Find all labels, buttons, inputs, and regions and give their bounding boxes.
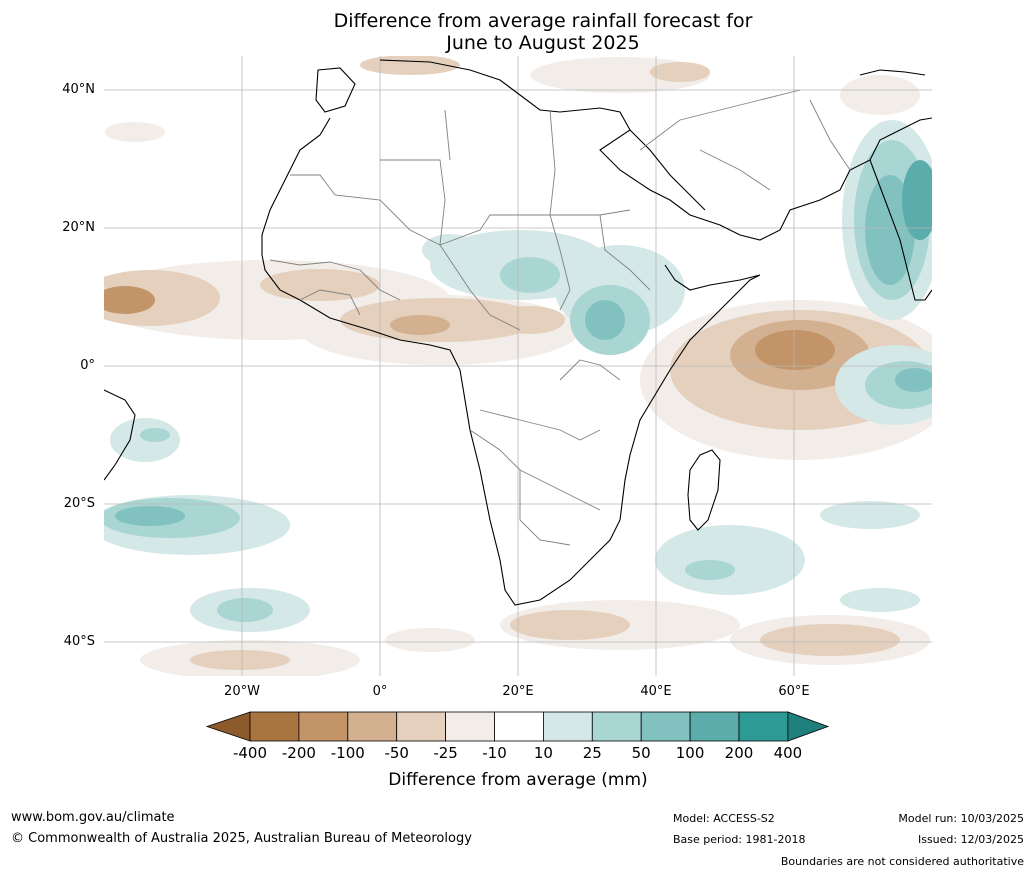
colorbar-tick-label: -400 [232,744,268,762]
title-line-1: Difference from average rainfall forecas… [333,10,753,32]
colorbar-label: Difference from average (mm) [388,770,648,790]
map-title: Difference from average rainfall forecas… [243,10,843,54]
country-boundaries [269,89,851,546]
footer-copyright: © Commonwealth of Australia 2025, Austra… [11,831,472,846]
colorbar-tick-label: -10 [482,744,507,762]
coastlines [104,59,932,606]
title-line-2: June to August 2025 [446,32,640,54]
lon-label-0: 0° [372,684,388,699]
lat-label-20n: 20°N [62,220,95,235]
footer-model: Model: ACCESS-S2 [673,812,775,825]
lat-label-40s: 40°S [63,634,95,649]
colorbar-tick-label: 50 [631,744,651,762]
colorbar-tick-label: 10 [533,744,553,762]
colorbar-tick-label: 400 [773,744,803,762]
lat-label-40n: 40°N [62,82,95,97]
lon-label-60e: 60°E [778,684,810,699]
footer-issued: Issued: 12/03/2025 [917,833,1024,846]
colorbar-tick-label: -25 [433,744,458,762]
colorbar-tick-label: 200 [724,744,754,762]
lon-label-40e: 40°E [640,684,672,699]
footer-model-run: Model run: 10/03/2025 [898,812,1024,825]
graticule [104,56,932,676]
colorbar-tick-label: -200 [281,744,316,762]
lat-label-20s: 20°S [63,496,95,511]
anomaly-shading [104,56,932,676]
footer-boundaries-note: Boundaries are not considered authoritat… [780,855,1024,868]
colorbar-tick-label: 100 [675,744,705,762]
colorbar-tick-label: -50 [384,744,409,762]
lat-label-0: 0° [80,358,95,373]
footer-url[interactable]: www.bom.gov.au/climate [11,810,175,825]
footer-base-period: Base period: 1981-2018 [673,833,806,846]
lon-label-20w: 20°W [224,684,260,699]
colorbar-tick-label: 25 [582,744,602,762]
lon-label-20e: 20°E [502,684,534,699]
colorbar-tick-label: -100 [330,744,365,762]
